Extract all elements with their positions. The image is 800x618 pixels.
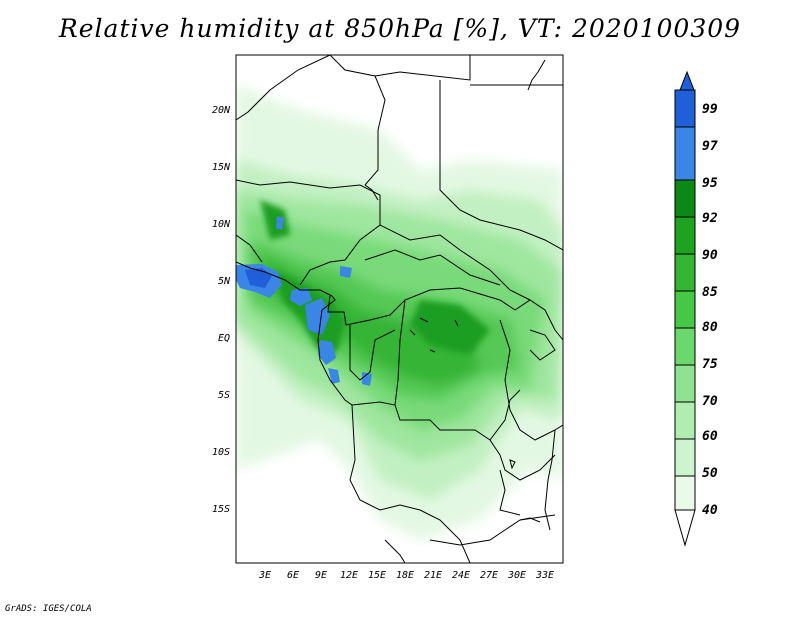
colorbar-bin: [674, 475, 696, 511]
lat-tick: 20N: [212, 105, 231, 116]
colorbar: 99 97 95 92 90 85 80 75 70 60 50 40: [674, 70, 718, 547]
colorbar-bin: [674, 364, 696, 403]
lat-tick: 5S: [218, 390, 230, 401]
colorbar-label: 99: [702, 102, 718, 117]
colorbar-top-arrow: [679, 70, 695, 91]
colorbar-label: 95: [702, 176, 718, 191]
colorbar-label: 97: [702, 139, 718, 154]
lat-tick: 15S: [212, 504, 230, 515]
lon-tick: 30E: [507, 570, 526, 581]
lon-tick: 27E: [480, 570, 498, 581]
lon-axis: 3E 6E 9E 12E 15E 18E 21E 24E 27E 30E 33E: [258, 570, 554, 581]
lon-tick: 15E: [368, 570, 386, 581]
colorbar-label: 50: [702, 466, 718, 481]
colorbar-label: 92: [702, 211, 718, 226]
lon-tick: 3E: [258, 570, 271, 581]
colorbar-label: 90: [702, 248, 718, 263]
lat-tick: 15N: [212, 162, 231, 173]
lon-tick: 6E: [287, 570, 299, 581]
map-frame: [235, 54, 564, 564]
colorbar-label: 70: [702, 394, 718, 409]
chart-title: Relative humidity at 850hPa [%], VT: 202…: [58, 14, 742, 43]
lon-tick: 33E: [535, 570, 554, 581]
colorbar-label: 60: [702, 429, 718, 444]
country-borders: [236, 55, 563, 563]
colorbar-bin: [674, 290, 696, 329]
lon-tick: 9E: [315, 570, 327, 581]
colorbar-bin: [674, 401, 696, 440]
colorbar-bin: [674, 327, 696, 366]
lat-tick: 10S: [212, 447, 230, 458]
colorbar-bin: [674, 216, 696, 255]
colorbar-label: 80: [702, 320, 718, 335]
lat-tick: EQ: [218, 333, 230, 344]
colorbar-bin: [674, 438, 696, 477]
lon-tick: 18E: [396, 570, 414, 581]
colorbar-bin: [674, 126, 696, 181]
lat-axis: 20N 15N 10N 5N EQ 5S 10S 15S: [212, 105, 231, 515]
lon-tick: 12E: [340, 570, 358, 581]
high-humidity-patches: [236, 216, 372, 386]
colorbar-bin: [674, 89, 696, 128]
lon-tick: 21E: [424, 570, 442, 581]
colorbar-label: 85: [702, 285, 718, 300]
colorbar-bin: [674, 253, 696, 292]
colorbar-bottom-arrow: [674, 509, 696, 547]
lat-tick: 10N: [212, 219, 231, 230]
lat-tick: 5N: [218, 276, 231, 287]
lon-tick: 24E: [452, 570, 470, 581]
colorbar-label: 75: [702, 357, 718, 372]
colorbar-bin: [674, 179, 696, 218]
map-panel: [236, 55, 563, 563]
colorbar-label: 40: [702, 503, 718, 518]
grads-credit: GrADS: IGES/COLA: [5, 604, 92, 614]
